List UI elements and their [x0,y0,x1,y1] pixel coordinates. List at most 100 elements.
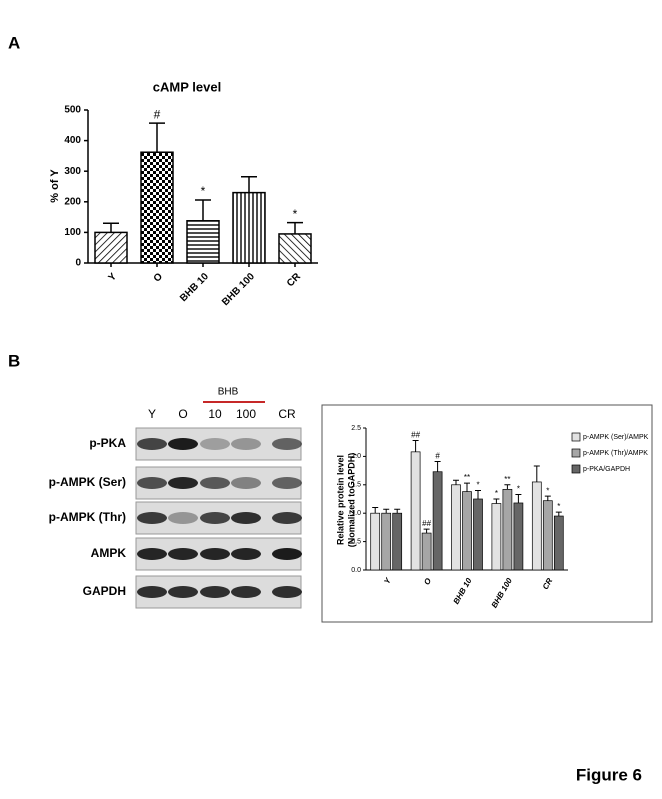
bar [451,484,461,571]
bar [370,512,381,571]
band [137,586,167,598]
y-tick-label: 0.5 [351,538,361,545]
lane-label: 100 [236,407,256,421]
chart-frame [321,404,653,623]
y-tick-label: 2.5 [351,425,361,432]
bar [232,191,266,264]
bar [432,471,443,571]
annotation: ** [464,473,470,482]
y-tick-label: 1.5 [351,482,361,489]
y-tick-label: 500 [64,105,81,116]
error-bar [423,528,430,534]
legend-swatch [571,432,581,442]
band [168,586,198,598]
bar [278,233,312,264]
x-tick-label: Y [382,576,393,586]
lane-label: 10 [208,407,222,421]
x-tick-label: CR [285,271,304,290]
bar [491,503,502,571]
bar [553,515,564,571]
band [200,548,230,560]
figure-label: Figure 6 [576,765,642,784]
band [168,438,198,450]
error-bar [383,508,390,514]
annotation: * [517,485,520,494]
bar [94,231,128,264]
x-tick-label: BHB 100 [220,271,257,308]
panel-label: B [8,351,20,370]
band [137,548,167,560]
legend-swatch [571,448,581,458]
bar [140,151,174,264]
y-tick-label: 0 [75,258,81,269]
y-tick-label: 200 [64,196,81,207]
band [272,438,302,450]
bar [410,451,421,571]
x-tick-label: Y [106,271,119,284]
band [200,586,230,598]
annotation: # [435,452,440,461]
lane-label: O [178,407,187,421]
y-tick-label: 100 [64,227,81,238]
lane-label: Y [148,407,156,421]
y-axis-label: (Nomalized toGAPDH) [346,453,356,548]
bar [421,532,432,571]
error-bar [453,479,459,485]
y-tick-label: 300 [64,166,81,177]
y-tick-label: 400 [64,135,81,146]
error-bar [533,465,540,482]
error-bar [475,489,481,499]
annotation: * [495,489,498,498]
chart-title: cAMP level [153,79,221,94]
x-tick-label: O [422,576,433,587]
bar [186,220,220,264]
bar [473,498,483,571]
blot-row-label: GAPDH [83,584,126,598]
lane-label: CR [278,407,296,421]
x-tick-label: O [152,271,165,284]
error-bar [372,507,379,514]
x-tick-label: CR [541,576,555,591]
error-bar [544,495,551,501]
annotation: * [476,481,479,490]
annotation: # [154,107,161,121]
blot-group-label: BHB [218,387,239,398]
band [137,512,167,524]
legend-swatch [571,464,581,474]
error-bar [493,498,500,504]
band [137,477,167,489]
band [231,477,261,489]
band [272,548,302,560]
band [231,586,261,598]
legend-label: p-AMPK (Thr)/AMPK [583,450,648,457]
band [137,438,167,450]
error-bar [504,484,511,490]
bar [502,488,513,571]
blot-row-label: p-PKA [89,436,126,450]
y-tick-label: 2.0 [351,453,361,460]
error-bar [434,461,441,472]
x-tick-label: BHB 10 [452,576,474,606]
error-bar [464,482,470,492]
bar [381,512,392,571]
error-bar [149,122,165,153]
blot-row-label: p-AMPK (Ser) [49,475,126,489]
blot-row-label: AMPK [91,546,127,560]
y-axis-label: % of Y [49,169,61,203]
error-bar [515,493,522,503]
panel-label: A [8,33,20,52]
band [231,548,261,560]
band [200,438,230,450]
band [168,477,198,489]
band [272,477,302,489]
annotation: * [293,207,298,221]
error-bar [555,511,562,517]
blot-row-label: p-AMPK (Thr) [49,510,126,524]
x-tick-label: BHB 10 [178,271,211,304]
band [168,548,198,560]
legend-label: p-AMPK (Ser)/AMPK [583,434,649,441]
y-axis-label: Relative protein level [335,455,345,545]
bar [462,491,472,571]
band [231,512,261,524]
